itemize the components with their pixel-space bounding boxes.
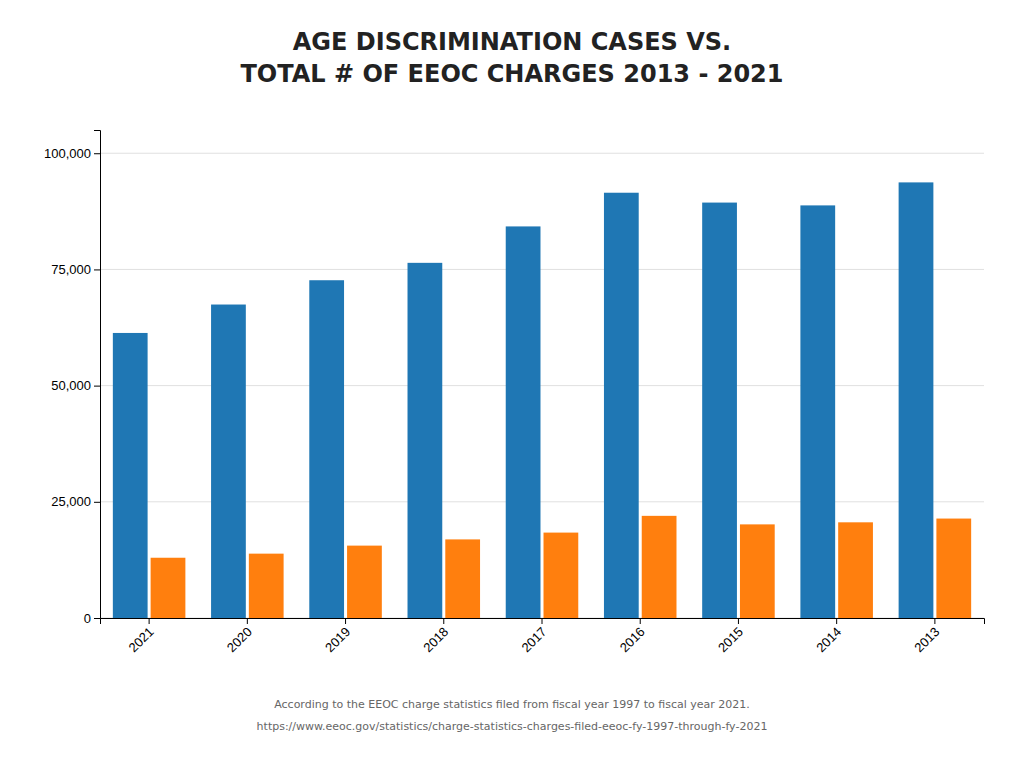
y-tick-label: 25,000 — [51, 494, 91, 509]
x-tick-label: 2013 — [911, 624, 942, 655]
bar — [740, 524, 775, 618]
y-tick-label: 75,000 — [51, 262, 91, 277]
y-tick: 25,000 — [51, 494, 100, 509]
x-tick-label: 2018 — [420, 624, 451, 655]
x-tick-mark — [934, 618, 935, 624]
bars — [113, 182, 971, 618]
bar — [702, 203, 737, 618]
grid — [100, 153, 984, 618]
x-tick-mark — [836, 618, 837, 624]
x-tick-label: 2019 — [322, 624, 353, 655]
x-tick-label: 2017 — [519, 624, 550, 655]
x-tick: 2019 — [322, 618, 353, 655]
bar — [309, 280, 344, 618]
x-tick: 2018 — [420, 618, 451, 655]
footnote: https://www.eeoc.gov/statistics/charge-s… — [257, 720, 768, 733]
y-tick-mark — [94, 618, 100, 619]
x-axis-line — [101, 619, 985, 625]
x-tick-label: 2014 — [813, 624, 844, 655]
x-tick-mark — [247, 618, 248, 624]
x-tick-mark — [149, 618, 150, 624]
bar — [113, 333, 148, 618]
x-tick: 2015 — [715, 618, 746, 655]
x-axis: 2021 2020 2019 2018 2017 2016 2015 2014 2013 — [101, 618, 985, 655]
y-tick-label: 0 — [84, 611, 91, 626]
x-tick-mark — [443, 618, 444, 624]
bar — [936, 519, 971, 618]
y-tick: 100,000 — [44, 146, 100, 161]
plot: 025,00050,00075,000100,00020212020201920… — [44, 131, 985, 656]
bar-series — [113, 182, 934, 618]
y-axis-line — [94, 131, 101, 619]
bar — [408, 263, 443, 618]
x-tick-mark — [542, 618, 543, 624]
chart: AGE DISCRIMINATION CASES VS. TOTAL # OF E… — [0, 0, 1024, 768]
grid-line — [100, 153, 984, 154]
y-tick: 0 — [84, 611, 100, 626]
x-tick: 2014 — [813, 618, 844, 655]
bar — [544, 533, 579, 618]
bar — [838, 522, 873, 618]
x-tick: 2021 — [126, 618, 157, 655]
title: AGE DISCRIMINATION CASES VS. TOTAL # OF E… — [240, 28, 783, 88]
bar — [249, 554, 284, 618]
bar — [800, 205, 835, 618]
bar — [642, 516, 677, 618]
title-line: TOTAL # OF EEOC CHARGES 2013 - 2021 — [240, 60, 783, 88]
x-tick-label: 2016 — [617, 624, 648, 655]
bar — [211, 305, 246, 618]
y-tick-label: 100,000 — [44, 146, 91, 161]
x-tick: 2020 — [224, 618, 255, 655]
title-line: AGE DISCRIMINATION CASES VS. — [293, 28, 731, 56]
x-tick-label: 2021 — [126, 624, 157, 655]
y-tick-mark — [94, 386, 100, 387]
bar — [347, 546, 382, 618]
bar — [151, 558, 186, 618]
x-tick-label: 2020 — [224, 624, 255, 655]
y-tick: 50,000 — [51, 378, 100, 393]
grid-line — [100, 269, 984, 270]
bar — [445, 539, 480, 618]
y-tick: 75,000 — [51, 262, 100, 277]
x-tick-label: 2015 — [715, 624, 746, 655]
y-tick-mark — [94, 153, 100, 154]
footnote: According to the EEOC charge statistics … — [274, 698, 750, 711]
y-tick-mark — [94, 269, 100, 270]
x-tick: 2016 — [617, 618, 648, 655]
x-tick: 2017 — [519, 618, 550, 655]
bar-series — [151, 516, 972, 618]
x-tick: 2013 — [911, 618, 942, 655]
bar — [604, 193, 639, 618]
x-tick-mark — [345, 618, 346, 624]
x-tick-mark — [640, 618, 641, 624]
bar — [506, 226, 541, 618]
y-tick-label: 50,000 — [51, 378, 91, 393]
x-tick-mark — [738, 618, 739, 624]
y-axis: 0 25,000 50,000 75,000 100,000 — [44, 131, 101, 626]
y-tick-mark — [94, 502, 100, 503]
bar — [899, 182, 934, 618]
